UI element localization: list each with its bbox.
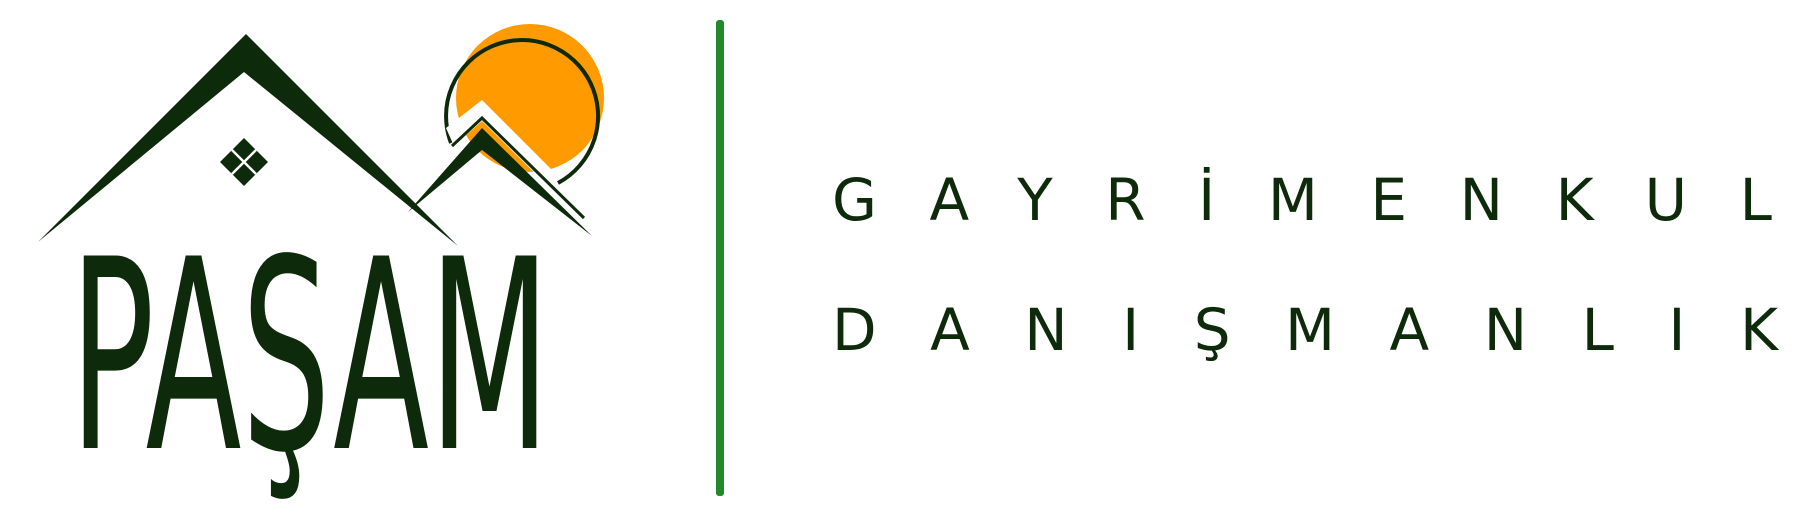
brand-name: PAŞAM (70, 204, 550, 511)
divider-line (716, 20, 724, 496)
tagline-line2: DANIŞMANLIK (832, 296, 1780, 364)
window-icon (220, 138, 268, 186)
tagline-line1: GAYRİMENKUL (832, 166, 1772, 234)
mountain-icon (408, 115, 592, 236)
